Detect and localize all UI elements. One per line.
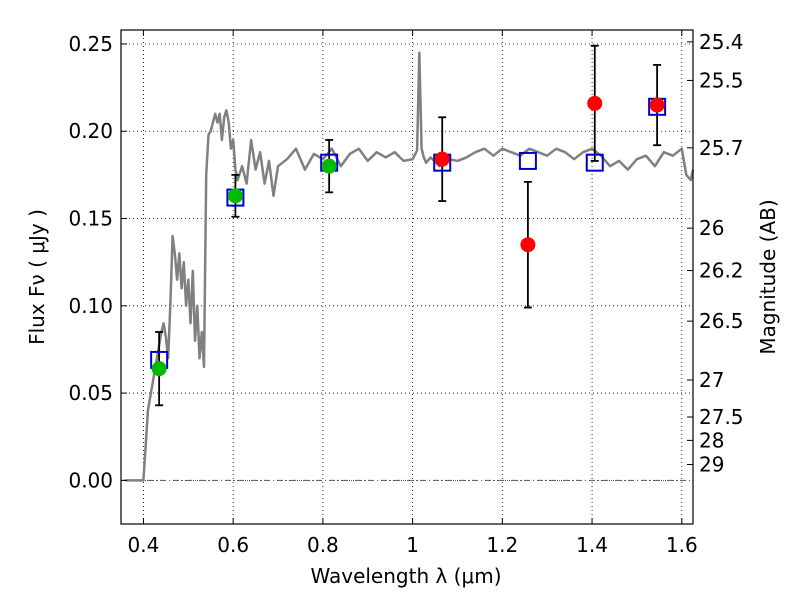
detection-point [321, 158, 337, 174]
y2-tick-label: 25.4 [699, 30, 744, 54]
model-photometry-square [518, 151, 537, 170]
model-photometry-square [585, 153, 604, 172]
detection-point [151, 361, 167, 377]
detection-point [649, 97, 665, 113]
x-axis-title: Wavelength λ (μm) [310, 564, 501, 588]
x-tick-label: 0.6 [217, 533, 249, 557]
x-tick-label: 1.6 [666, 533, 698, 557]
y2-tick-label: 26.2 [699, 259, 744, 283]
plot-area [121, 30, 693, 524]
x-tick-label: 0.4 [128, 533, 160, 557]
y2-tick-label: 25.5 [699, 68, 744, 92]
y2-tick-label: 26 [699, 216, 724, 240]
x-tick-label: 1.4 [576, 533, 608, 557]
y2-tick-label: 27 [699, 368, 724, 392]
y-tick-label: 0.20 [68, 119, 113, 143]
detection-point [520, 237, 536, 253]
detection-point [227, 188, 243, 204]
x-tick-label: 1.2 [486, 533, 518, 557]
y2-axis-title: Magnitude (AB) [756, 199, 780, 354]
y2-tick-label: 25.7 [699, 136, 744, 160]
y-tick-label: 0.25 [68, 32, 113, 56]
y2-tick-label: 27.5 [699, 405, 744, 429]
y-axis-title: Flux Fν ( μJy ) [25, 209, 49, 345]
plot-frame [120, 29, 694, 525]
y2-tick-label: 28 [699, 428, 724, 452]
y-tick-label: 0.05 [68, 381, 113, 405]
y-tick-label: 0.00 [68, 468, 113, 492]
y-tick-label: 0.15 [68, 207, 113, 231]
x-tick-label: 0.8 [307, 533, 339, 557]
y2-tick-label: 29 [699, 452, 724, 476]
y-tick-label: 0.10 [68, 294, 113, 318]
ticks: 0.4 0.6 0.8 1 1.2 1.4 1.6 0.00 0.05 0.10 0.15 0.20 0… [68, 30, 743, 557]
series-layer [125, 44, 695, 482]
y2-tick-label: 26.5 [699, 309, 744, 333]
detection-point [434, 151, 450, 167]
model-spectrum-line [125, 51, 695, 482]
grid [121, 30, 693, 524]
detection-point [587, 95, 603, 111]
x-tick-label: 1 [406, 533, 419, 557]
